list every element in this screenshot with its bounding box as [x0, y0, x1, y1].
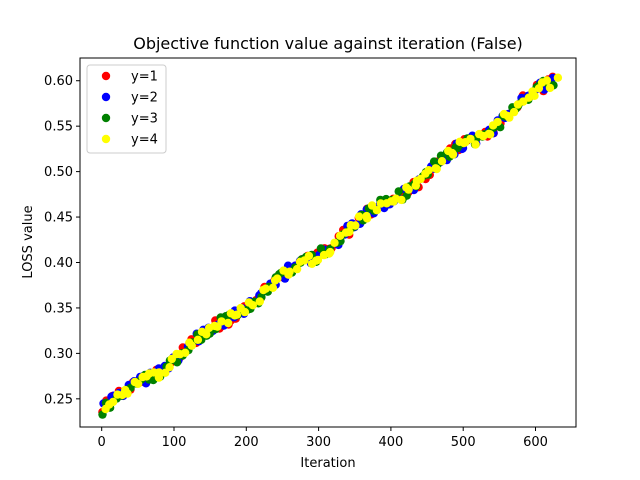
data-point-series-3: [394, 187, 403, 196]
y-axis-label: LOSS value: [21, 205, 36, 278]
data-point-series-4: [223, 318, 233, 328]
y-tick-label: 0.30: [44, 347, 73, 362]
y-tick-label: 0.35: [44, 301, 73, 316]
data-point-series-4: [187, 341, 196, 350]
x-tick-label: 300: [306, 435, 331, 450]
data-point-series-4: [304, 251, 314, 261]
legend-marker: [101, 92, 111, 102]
x-tick-label: 200: [234, 435, 259, 450]
data-point-series-4: [466, 134, 475, 144]
data-point-series-4: [108, 397, 118, 407]
data-point-series-4: [123, 389, 132, 398]
x-tick-label: 500: [451, 435, 476, 450]
data-point-series-4: [372, 206, 382, 215]
x-tick-label: 400: [378, 435, 403, 450]
data-point-series-4: [165, 363, 174, 372]
data-point-series-4: [313, 255, 323, 265]
data-point-series-4: [553, 73, 563, 82]
data-point-series-4: [362, 214, 372, 223]
data-point-series-4: [154, 368, 164, 377]
data-point-series-4: [416, 174, 425, 184]
data-point-series-4: [545, 83, 555, 93]
y-axis-ticks: 0.25 0.30 0.35 0.40 0.45 0.50 0.55 0.60: [44, 74, 80, 407]
data-point-series-4: [240, 307, 250, 317]
legend-marker: [101, 71, 111, 81]
plot-frame: [79, 57, 577, 428]
data-point-series-4: [448, 150, 458, 159]
x-tick-label: 600: [523, 435, 548, 450]
legend-label: y=2: [131, 91, 158, 106]
legend: y=1 y=2 y=3 y=4: [86, 64, 167, 154]
legend-label: y=1: [131, 70, 158, 85]
legend-marker: [101, 134, 111, 144]
data-point-series-4: [397, 195, 406, 205]
data-point-series-4: [232, 310, 242, 319]
data-point-series-4: [133, 379, 143, 388]
data-point-series-4: [292, 264, 302, 274]
data-point-series-4: [424, 166, 433, 175]
data-point-series-4: [193, 335, 203, 344]
legend-label: y=3: [131, 112, 158, 127]
x-axis-ticks: 0 100 200 300 400 500 600: [98, 427, 548, 450]
data-point-series-4: [255, 297, 264, 306]
data-point-series-4: [354, 212, 364, 221]
data-point-series-4: [376, 199, 385, 208]
data-point-series-4: [437, 157, 447, 166]
data-point-series-4: [217, 317, 226, 326]
data-point-series-4: [351, 221, 360, 230]
data-point-series-4: [202, 330, 211, 339]
legend-box: [86, 64, 167, 154]
scatter-points: [98, 72, 563, 419]
y-tick-label: 0.60: [44, 74, 73, 89]
data-point-series-4: [471, 140, 480, 149]
data-point-series-4: [505, 113, 514, 122]
data-point-series-4: [330, 238, 339, 247]
data-point-series-4: [509, 107, 519, 117]
data-point-series-4: [542, 76, 552, 85]
data-point-series-4: [261, 284, 270, 293]
data-point-series-4: [285, 267, 294, 276]
x-tick-label: 100: [162, 435, 187, 450]
data-point-series-4: [432, 164, 441, 174]
data-point-series-4: [493, 117, 502, 127]
legend-label: y=4: [131, 133, 158, 148]
data-point-series-4: [404, 185, 413, 194]
y-tick-label: 0.45: [44, 211, 73, 226]
chart-title: Objective function value against iterati…: [133, 34, 523, 53]
x-axis-label: Iteration: [300, 456, 355, 471]
y-tick-label: 0.55: [44, 120, 73, 135]
data-point-series-4: [530, 91, 539, 101]
data-point-series-4: [248, 301, 257, 310]
data-point-series-4: [486, 130, 495, 139]
y-tick-label: 0.25: [44, 392, 73, 407]
y-tick-label: 0.50: [44, 165, 73, 180]
data-point-series-4: [345, 227, 354, 237]
data-point-series-4: [268, 283, 278, 292]
y-tick-label: 0.40: [44, 256, 73, 271]
x-tick-label: 0: [98, 435, 106, 450]
data-point-series-4: [326, 247, 335, 257]
legend-marker: [101, 113, 111, 123]
data-point-series-4: [273, 274, 282, 283]
data-point-series-4: [181, 348, 190, 357]
